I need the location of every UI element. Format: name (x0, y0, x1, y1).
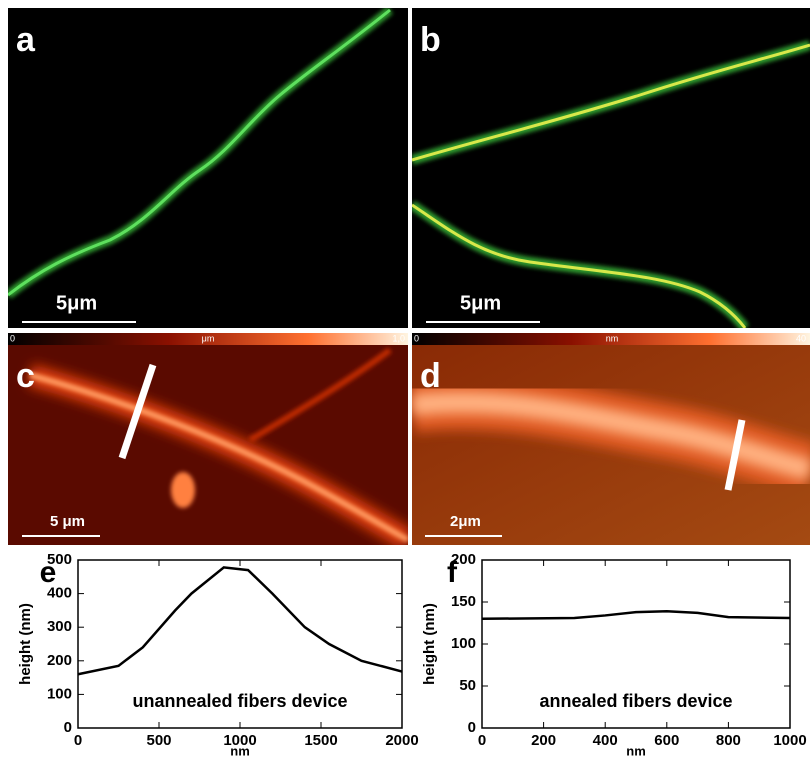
x-tick-label: 500 (146, 732, 171, 749)
panel-label: a (16, 21, 36, 59)
scale-bar-label: 2μm (450, 513, 481, 530)
y-tick-label: 0 (468, 719, 476, 736)
colorbar (412, 333, 810, 345)
panel-label: e (40, 556, 57, 589)
y-tick-label: 200 (451, 551, 476, 568)
y-axis-label: height (nm) (421, 603, 438, 685)
x-tick-label: 0 (74, 732, 82, 749)
colorbar-label: 0 (10, 333, 15, 343)
panel-b (412, 8, 810, 328)
x-tick-label: 200 (531, 732, 556, 749)
y-tick-label: 200 (47, 652, 72, 669)
x-axis-label: nm (626, 743, 646, 757)
x-tick-label: 800 (716, 732, 741, 749)
x-tick-label: 1000 (773, 732, 806, 749)
colorbar-label: 1,0 (392, 333, 405, 343)
x-tick-label: 600 (654, 732, 679, 749)
x-tick-label: 1000 (223, 732, 256, 749)
y-tick-label: 500 (47, 551, 72, 568)
panel-label: c (16, 357, 35, 395)
colorbar (8, 333, 408, 345)
panel-label: b (420, 21, 441, 59)
panel-label: f (447, 556, 458, 589)
panel-label: d (420, 357, 441, 395)
x-tick-label: 400 (593, 732, 618, 749)
y-tick-label: 100 (47, 685, 72, 702)
x-tick-label: 0 (478, 732, 486, 749)
colorbar-label: nm (606, 333, 619, 343)
scale-bar-label: 5μm (56, 292, 97, 314)
y-tick-label: 100 (451, 635, 476, 652)
x-axis-label: nm (230, 743, 250, 757)
scale-bar-label: 5 μm (50, 513, 85, 530)
annotation: annealed fibers device (539, 691, 732, 711)
colorbar-label: 0 (414, 333, 419, 343)
scale-bar-label: 5μm (460, 292, 501, 314)
colorbar-label: μm (202, 333, 215, 343)
colorbar-label: 40 (796, 333, 806, 343)
data-line (77, 566, 403, 676)
y-tick-label: 0 (64, 719, 72, 736)
y-tick-label: 300 (47, 618, 72, 635)
panel-a (8, 8, 408, 328)
panel-c (8, 345, 408, 545)
y-axis-label: height (nm) (17, 603, 34, 685)
y-tick-label: 150 (451, 593, 476, 610)
annotation: unannealed fibers device (132, 691, 347, 711)
x-tick-label: 2000 (385, 732, 418, 749)
y-tick-label: 50 (459, 677, 476, 694)
data-line (481, 609, 791, 621)
y-tick-label: 400 (47, 585, 72, 602)
x-tick-label: 1500 (304, 732, 337, 749)
panel-d (412, 345, 810, 545)
